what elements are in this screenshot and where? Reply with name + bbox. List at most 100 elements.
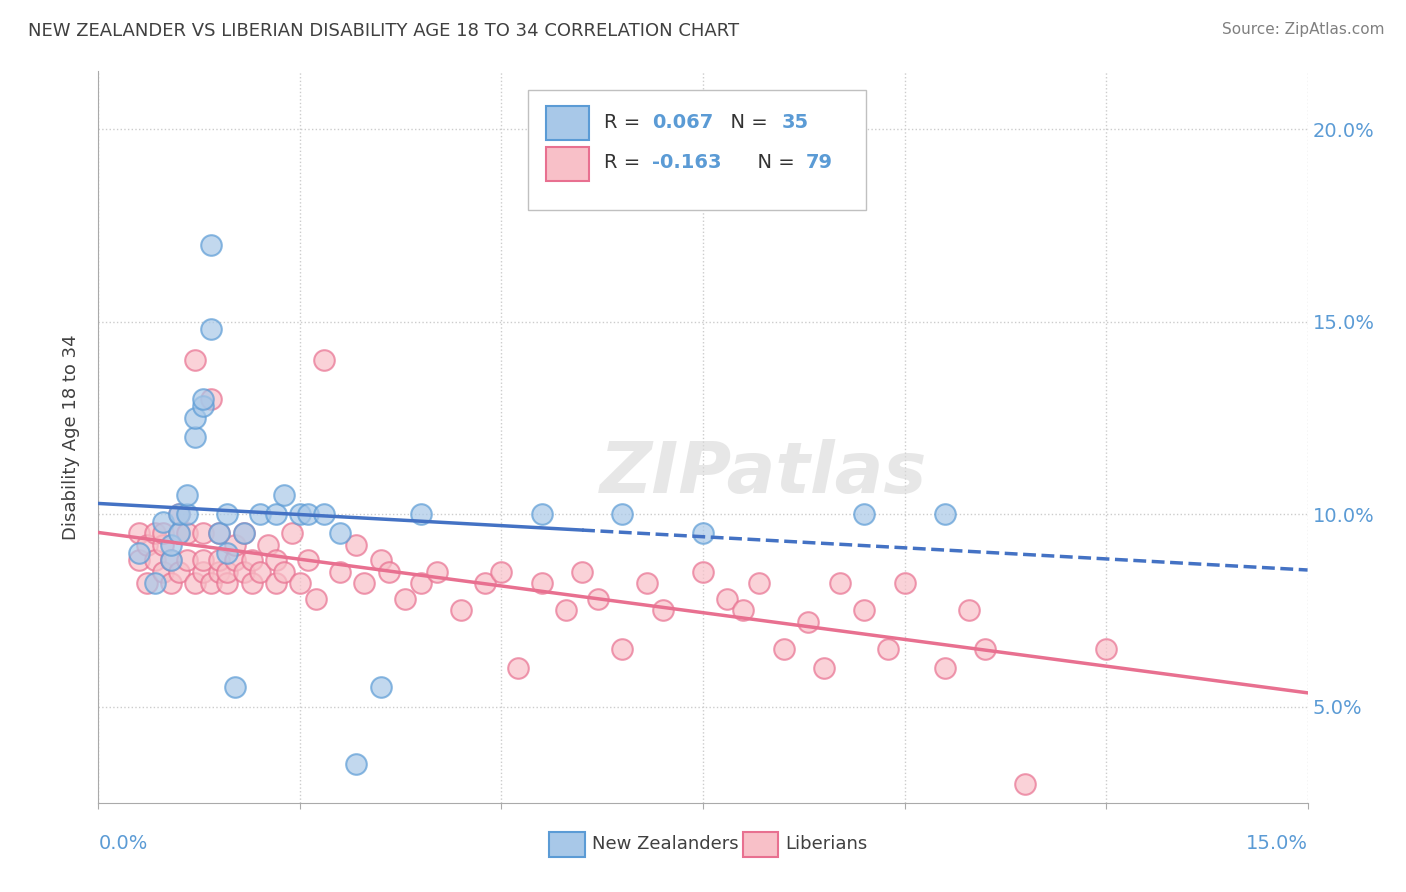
Point [344, 538, 367, 552]
Text: R =: R = [603, 113, 647, 132]
Point [353, 576, 375, 591]
Point [135, 576, 157, 591]
Point [256, 538, 278, 552]
Point [176, 553, 198, 567]
Point [224, 538, 246, 552]
Text: 15.0%: 15.0% [1246, 834, 1308, 853]
Point [143, 526, 166, 541]
Point [651, 603, 673, 617]
Point [240, 576, 263, 591]
Text: ZIPatlas: ZIPatlas [600, 439, 927, 508]
Point [193, 565, 215, 579]
FancyBboxPatch shape [527, 90, 866, 211]
Point [377, 565, 399, 579]
Point [193, 553, 215, 567]
Text: 0.0%: 0.0% [98, 834, 148, 853]
Point [224, 681, 246, 695]
Point [506, 661, 529, 675]
Point [934, 661, 956, 675]
Point [208, 553, 231, 567]
Point [329, 565, 352, 579]
Point [957, 603, 980, 617]
Point [264, 576, 287, 591]
FancyBboxPatch shape [546, 147, 589, 181]
Point [612, 641, 634, 656]
Point [426, 565, 449, 579]
Point [200, 392, 222, 406]
Point [200, 576, 222, 591]
Point [297, 553, 319, 567]
Point [828, 576, 851, 591]
Point [135, 538, 157, 552]
Point [143, 576, 166, 591]
Point [152, 526, 174, 541]
Point [160, 576, 183, 591]
Point [264, 553, 287, 567]
Point [232, 526, 254, 541]
Point [217, 507, 239, 521]
Point [176, 488, 198, 502]
Point [877, 641, 900, 656]
Point [853, 603, 876, 617]
Point [409, 576, 432, 591]
FancyBboxPatch shape [742, 832, 778, 857]
Point [224, 553, 246, 567]
Point [692, 565, 714, 579]
Point [208, 565, 231, 579]
Point [176, 507, 198, 521]
Point [530, 576, 553, 591]
Point [344, 757, 367, 772]
Text: N =: N = [717, 113, 773, 132]
Point [692, 526, 714, 541]
Point [370, 553, 392, 567]
Point [571, 565, 593, 579]
Point [184, 430, 207, 444]
Point [152, 538, 174, 552]
Point [128, 545, 150, 559]
Point [240, 553, 263, 567]
Point [1095, 641, 1118, 656]
Point [176, 526, 198, 541]
Point [281, 526, 304, 541]
Y-axis label: Disability Age 18 to 34: Disability Age 18 to 34 [62, 334, 80, 540]
Point [297, 507, 319, 521]
Point [733, 603, 755, 617]
Point [152, 565, 174, 579]
Point [160, 553, 183, 567]
Point [716, 591, 738, 606]
Point [329, 526, 352, 541]
Point [249, 507, 271, 521]
Point [167, 565, 190, 579]
Text: 79: 79 [806, 153, 832, 172]
Point [208, 526, 231, 541]
Point [208, 526, 231, 541]
Point [314, 353, 336, 368]
Text: N =: N = [745, 153, 801, 172]
Point [934, 507, 956, 521]
FancyBboxPatch shape [550, 832, 585, 857]
Point [813, 661, 835, 675]
Point [160, 553, 183, 567]
Point [193, 526, 215, 541]
Point [273, 565, 295, 579]
Point [586, 591, 609, 606]
Text: NEW ZEALANDER VS LIBERIAN DISABILITY AGE 18 TO 34 CORRELATION CHART: NEW ZEALANDER VS LIBERIAN DISABILITY AGE… [28, 22, 740, 40]
Point [394, 591, 416, 606]
Point [555, 603, 578, 617]
Point [748, 576, 770, 591]
Point [797, 615, 820, 629]
Point [128, 553, 150, 567]
Point [167, 507, 190, 521]
Point [288, 507, 311, 521]
Point [200, 237, 222, 252]
FancyBboxPatch shape [546, 106, 589, 140]
Point [128, 526, 150, 541]
Point [167, 507, 190, 521]
Point [974, 641, 997, 656]
Point [193, 399, 215, 413]
Point [184, 353, 207, 368]
Point [143, 553, 166, 567]
Point [273, 488, 295, 502]
Point [370, 681, 392, 695]
Point [305, 591, 328, 606]
